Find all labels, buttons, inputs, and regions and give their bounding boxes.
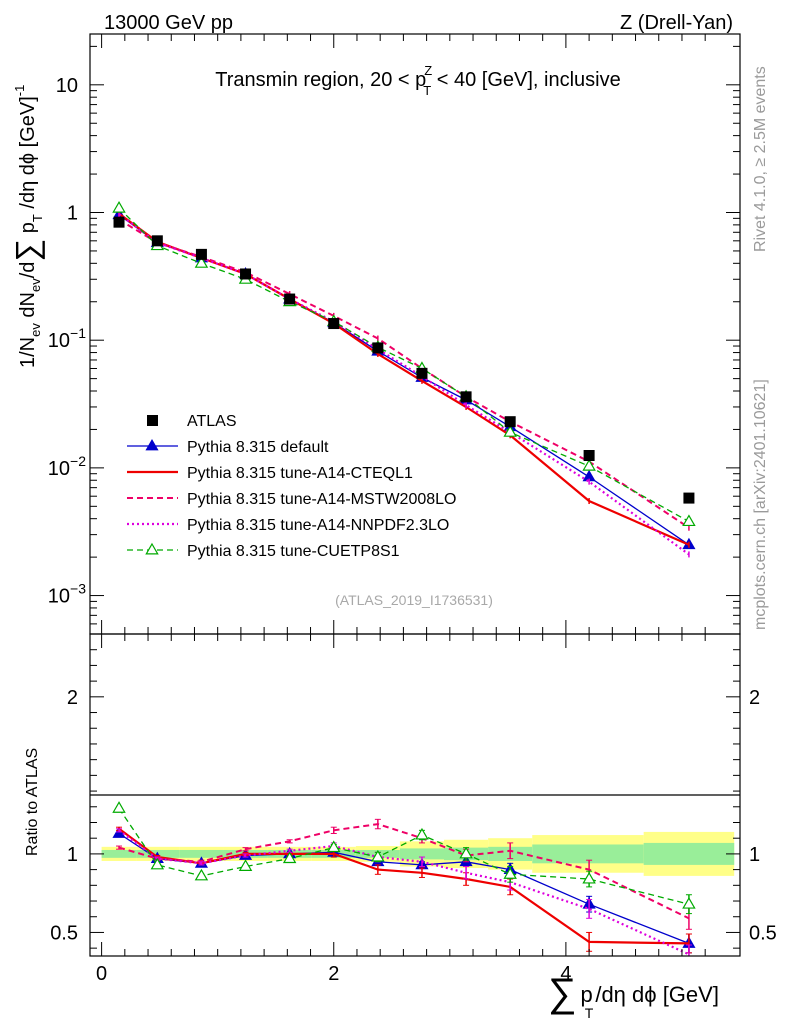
rivet-version-label: Rivet 4.1.0, ≥ 2.5M events — [752, 66, 769, 252]
series-line-nnpdf — [118, 213, 690, 556]
series-point-cuetp — [194, 256, 209, 268]
series-point-cuetp — [112, 201, 126, 213]
uncertainty-band-inner — [179, 849, 224, 858]
x-axis-label: ∑ p T/dη dϕ [GeV] — [548, 971, 719, 1021]
legend-label-default: Pythia 8.315 default — [187, 439, 329, 456]
ratio-series-group — [112, 801, 696, 956]
ratio-point-cuetp — [112, 801, 126, 813]
atlas-point — [416, 367, 428, 379]
ratio-line-cuetp — [118, 808, 690, 905]
ratio-point-cuetp — [682, 896, 696, 909]
atlas-point — [583, 450, 595, 462]
main-title: Transmin region, 20 < pZ T < 40 [GeV], in… — [215, 63, 621, 98]
legend-label-mstw: Pythia 8.315 tune-A14-MSTW2008LO — [187, 491, 456, 508]
ratio-line-mstw — [118, 823, 690, 920]
legend-marker-default — [145, 438, 159, 451]
ratio-point-cuetp — [459, 846, 473, 859]
ratio-point-cuetp — [327, 840, 341, 853]
header-right: Z (Drell-Yan) — [620, 12, 733, 34]
uncertainty-band-inner — [399, 848, 445, 860]
ratio-point-cuetp — [503, 867, 517, 879]
legend-label-cteql1: Pythia 8.315 tune-A14-CTEQL1 — [187, 465, 413, 482]
y-tick-label: 1 — [67, 202, 78, 224]
legend-label-nnpdf: Pythia 8.315 tune-A14-NNPDF2.3LO — [187, 517, 449, 534]
mcplots-label: mcplots.cern.ch [arXiv:2401.10621] — [752, 379, 769, 630]
ratio-y-tick-label-left: 2 — [67, 687, 78, 709]
ratio-point-cuetp — [194, 868, 209, 881]
ratio-panel: 0.5 0.5 1 1 2 2 0 2 4 Ratio to ATLAS ∑ p T/dη dϕ [… — [24, 633, 777, 1021]
atlas-point — [284, 293, 296, 305]
legend: ATLAS Pythia 8.315 default Pythia 8.315 t… — [127, 413, 456, 560]
ratio-frame — [89, 633, 741, 957]
main-ylabel: 1/Nev dNev/d∑ pT /dη dϕ [GeV]-1 — [9, 85, 45, 368]
x-tick-label: 4 — [560, 963, 571, 985]
x-tick-label: 0 — [96, 963, 107, 985]
atlas-point — [113, 216, 125, 228]
ratio-y-tick-label-right: 2 — [749, 687, 760, 709]
x-tick-label: 2 — [328, 963, 339, 985]
ratio-y-tick-label-right: 1 — [749, 844, 760, 866]
legend-marker-cuetp — [145, 542, 159, 555]
ratio-point-cuetp — [415, 827, 429, 840]
header-left: 13000 GeV pp — [104, 12, 233, 34]
atlas-point — [240, 268, 252, 280]
atlas-point — [504, 416, 516, 428]
ratio-point-default — [112, 826, 126, 838]
y-tick-label: 10−1 — [48, 325, 86, 352]
atlas-point — [683, 492, 695, 504]
y-tick-label: 10−3 — [48, 581, 86, 608]
legend-label-cuetp: Pythia 8.315 tune-CUETP8S1 — [187, 543, 400, 560]
series-point-cuetp — [503, 425, 517, 437]
y-tick-label: 10−2 — [48, 453, 86, 480]
series-line-cuetp — [118, 207, 690, 523]
legend-atlas-marker — [147, 415, 158, 426]
series-point-cuetp — [582, 459, 596, 471]
atlas-point — [151, 235, 163, 247]
ratio-ylabel: Ratio to ATLAS — [24, 748, 41, 856]
ratio-point-cuetp — [238, 859, 253, 871]
analysis-id: (ATLAS_2019_I1736531) — [335, 592, 493, 608]
ratio-y-tick-label-left: 1 — [67, 844, 78, 866]
ratio-point-cuetp — [582, 871, 596, 884]
uncertainty-band-inner — [643, 842, 735, 865]
main-panel: 10−3 10−2 10−1 1 10 Transmin region, 20 < pZ… — [9, 33, 741, 635]
uncertainty-band-inner — [532, 844, 644, 864]
ratio-y-tick-label-right: 0.5 — [749, 922, 777, 944]
ratio-y-tick-label-left: 0.5 — [50, 922, 78, 944]
atlas-point — [195, 248, 207, 260]
atlas-point — [372, 342, 384, 354]
legend-atlas-label: ATLAS — [187, 413, 237, 430]
uncertainty-band-inner — [101, 849, 137, 858]
atlas-point — [328, 318, 340, 330]
y-tick-label: 10 — [56, 75, 78, 97]
ratio-point-cuetp — [150, 857, 165, 870]
series-point-cuetp — [682, 514, 696, 527]
ratio-line-cteql1 — [118, 827, 689, 945]
atlas-point — [460, 391, 472, 403]
ratio-point-cuetp — [371, 849, 385, 862]
ratio-point-cuetp — [282, 851, 297, 864]
